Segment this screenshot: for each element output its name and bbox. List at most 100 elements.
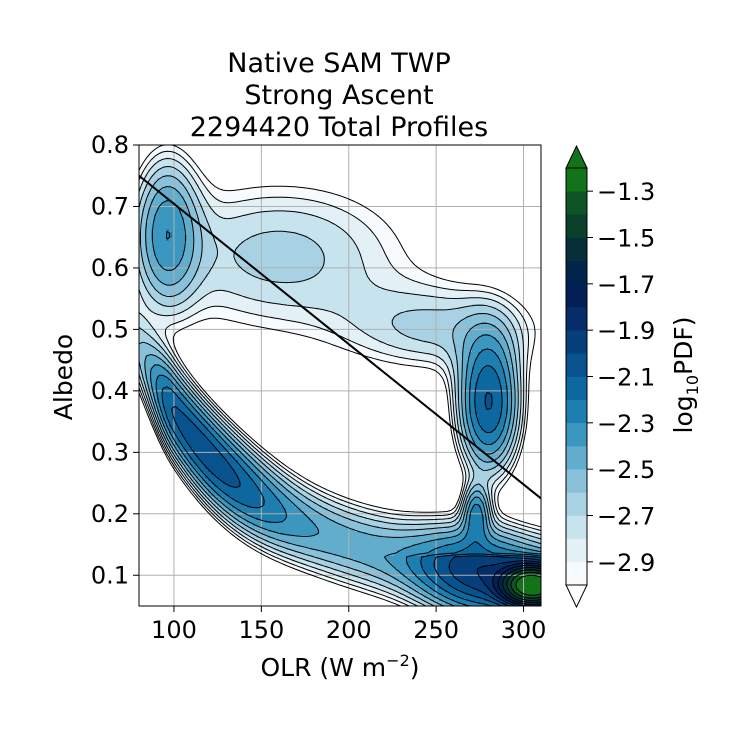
contour-cell xyxy=(211,283,215,287)
contour-cell xyxy=(298,196,302,200)
contour-cell xyxy=(190,313,194,317)
contour-cell xyxy=(238,496,242,500)
contour-cell xyxy=(223,226,227,230)
contour-cell xyxy=(277,514,281,518)
contour-cell xyxy=(307,571,311,575)
contour-cell xyxy=(178,448,182,452)
contour-cell xyxy=(217,253,221,257)
contour-cell xyxy=(169,334,173,338)
contour-cell xyxy=(226,268,230,272)
contour-cell xyxy=(163,313,167,317)
contour-cell xyxy=(304,190,308,194)
contour-cell xyxy=(268,460,272,464)
contour-cell xyxy=(220,229,224,233)
contour-cell xyxy=(232,313,236,317)
contour-cell xyxy=(289,478,293,482)
contour-cell xyxy=(253,214,257,218)
contour-cell xyxy=(145,394,149,398)
contour-cell xyxy=(199,439,203,443)
contour-cell xyxy=(217,409,221,413)
contour-cell xyxy=(178,271,182,275)
contour-cell xyxy=(253,310,257,314)
contour-cell xyxy=(307,304,311,308)
contour-cell xyxy=(157,337,161,341)
contour-cell xyxy=(235,517,239,521)
contour-cell xyxy=(223,502,227,506)
contour-cell xyxy=(187,211,191,215)
contour-cell xyxy=(157,385,161,389)
contour-cell xyxy=(304,301,308,305)
contour-cell xyxy=(190,160,194,164)
contour-cell xyxy=(274,517,278,521)
contour-cell xyxy=(226,493,230,497)
contour-cell xyxy=(307,208,311,212)
contour-cell xyxy=(151,301,155,305)
contour-cell xyxy=(214,190,218,194)
contour-cell xyxy=(271,274,275,278)
contour-cell xyxy=(307,253,311,257)
contour-cell xyxy=(271,457,275,461)
contour-cell xyxy=(211,430,215,434)
contour-cell xyxy=(187,298,191,302)
contour-cell xyxy=(199,193,203,197)
contour-cell xyxy=(208,421,212,425)
contour-cell xyxy=(187,487,191,491)
contour-cell xyxy=(175,229,179,233)
contour-cell xyxy=(157,415,161,419)
contour-cell xyxy=(211,445,215,449)
contour-cell xyxy=(289,523,293,527)
contour-cell xyxy=(250,295,254,299)
contour-cell xyxy=(217,217,221,221)
contour-cell xyxy=(271,502,275,506)
contour-cell xyxy=(271,529,275,533)
contour-cell xyxy=(292,310,296,314)
contour-cell xyxy=(280,526,284,530)
contour-cell xyxy=(301,319,305,323)
contour-cell xyxy=(307,226,311,230)
contour-cell xyxy=(259,202,263,206)
contour-cell xyxy=(166,289,170,293)
contour-cell xyxy=(292,274,296,278)
contour-cell xyxy=(187,448,191,452)
contour-cell xyxy=(247,442,251,446)
contour-cell xyxy=(199,445,203,449)
contour-cell xyxy=(244,292,248,296)
contour-cell xyxy=(187,280,191,284)
contour-cell xyxy=(298,313,302,317)
contour-cell xyxy=(154,223,158,227)
contour-cell xyxy=(205,295,209,299)
contour-cell xyxy=(238,268,242,272)
contour-cell xyxy=(151,271,155,275)
contour-cell xyxy=(226,415,230,419)
contour-cell xyxy=(268,484,272,488)
contour-cell xyxy=(271,226,275,230)
contour-cell xyxy=(163,283,167,287)
contour-cell xyxy=(175,256,179,260)
contour-cell xyxy=(283,262,287,266)
contour-cell xyxy=(244,460,248,464)
contour-cell xyxy=(235,481,239,485)
contour-cell xyxy=(220,247,224,251)
contour-cell xyxy=(271,211,275,215)
contour-cell xyxy=(286,217,290,221)
contour-cell xyxy=(265,481,269,485)
contour-cell xyxy=(208,241,212,245)
contour-cell xyxy=(163,322,167,326)
contour-cell xyxy=(280,301,284,305)
contour-cell xyxy=(184,457,188,461)
contour-cell xyxy=(157,211,161,215)
contour-cell xyxy=(148,199,152,203)
contour-cell xyxy=(256,529,260,533)
contour-cell xyxy=(265,292,269,296)
contour-cell xyxy=(154,289,158,293)
contour-cell xyxy=(160,196,164,200)
contour-cell xyxy=(256,514,260,518)
contour-cell xyxy=(235,424,239,428)
contour-cell xyxy=(268,550,272,554)
contour-cell xyxy=(205,250,209,254)
contour-cell xyxy=(169,376,173,380)
contour-cell xyxy=(307,526,311,530)
contour-cell xyxy=(142,385,146,389)
contour-cell xyxy=(142,256,146,260)
contour-cell xyxy=(301,565,305,569)
